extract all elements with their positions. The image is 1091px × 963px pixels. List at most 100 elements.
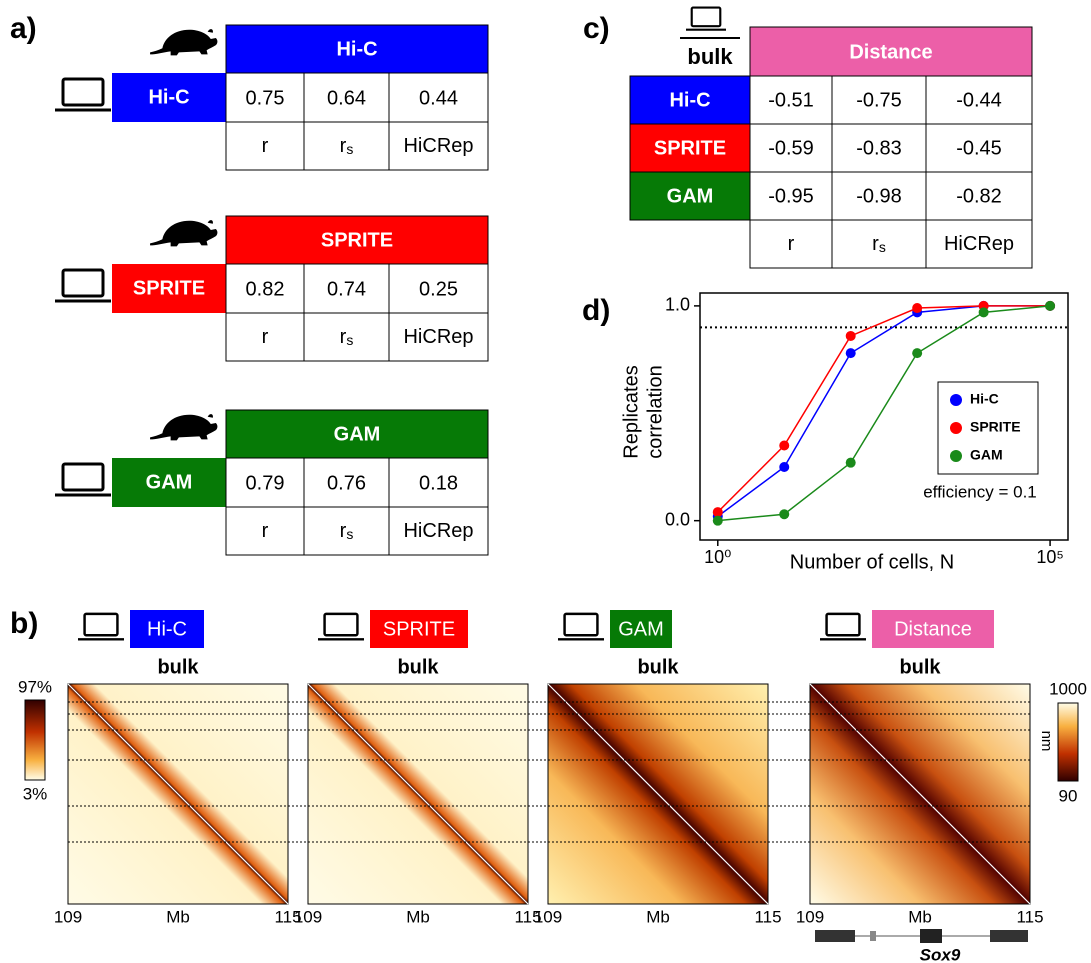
colorbar	[24, 699, 46, 781]
value: 0.76	[327, 472, 366, 494]
row-label: GAM	[667, 185, 714, 207]
metric-main: HiCRep	[944, 233, 1014, 255]
metric-main: HiCRep	[403, 520, 473, 542]
map-subtitle: bulk	[397, 656, 439, 678]
value: -0.83	[856, 137, 902, 159]
method-label: Hi-C	[147, 618, 187, 640]
metric-main: HiCRep	[403, 326, 473, 348]
annotation: efficiency = 0.1	[923, 482, 1037, 501]
value: -0.75	[856, 89, 902, 111]
axis-label: Mb	[646, 907, 670, 926]
legend-label: GAM	[970, 447, 1003, 463]
panel-label: b)	[10, 607, 38, 640]
metric-main: r	[340, 326, 347, 348]
value: -0.45	[956, 137, 1002, 159]
map-subtitle: bulk	[157, 656, 199, 678]
point	[712, 515, 723, 526]
row-label: GAM	[146, 471, 193, 493]
axis-label: 115	[274, 907, 301, 926]
metric-label: r	[262, 326, 269, 348]
metric-label: rs	[340, 135, 354, 157]
mouse-icon	[150, 29, 218, 56]
value: -0.82	[956, 185, 1002, 207]
metric-main: r	[262, 326, 269, 348]
point	[779, 440, 790, 451]
axis-label: 115	[514, 907, 541, 926]
series-line	[717, 305, 1051, 522]
metric-sub: s	[346, 526, 353, 542]
diagonal	[67, 683, 289, 905]
metric-label: HiCRep	[403, 520, 473, 542]
point	[712, 507, 723, 518]
point	[779, 461, 790, 472]
icon-label: bulk	[687, 44, 733, 69]
axis-label: 109	[54, 907, 82, 926]
plot-frame	[699, 292, 1069, 541]
metric-main: r	[262, 135, 269, 157]
point	[845, 330, 856, 341]
legend-marker	[950, 422, 962, 434]
map-subtitle: bulk	[899, 656, 941, 678]
point	[978, 307, 989, 318]
legend-marker	[950, 450, 962, 462]
colorbar-label: 97%	[18, 677, 52, 696]
axis-label: 115	[754, 907, 781, 926]
colorbar-unit: nm	[1038, 731, 1055, 752]
metric-main: HiCRep	[403, 135, 473, 157]
metric-sub: s	[879, 239, 886, 255]
row-label: Hi-C	[148, 86, 189, 108]
colorbar-label: 3%	[23, 784, 48, 803]
metric-label: r	[788, 233, 795, 255]
value: 0.25	[419, 278, 458, 300]
x-axis-title: Number of cells, N	[790, 551, 955, 573]
metric-main: r	[340, 135, 347, 157]
value: 0.75	[246, 87, 285, 109]
colorbar	[1057, 702, 1079, 782]
y-tick-label: 1.0	[665, 295, 690, 315]
axis-label: Mb	[406, 907, 430, 926]
value: -0.98	[856, 185, 902, 207]
map-subtitle: bulk	[637, 656, 679, 678]
diagonal	[307, 683, 529, 905]
legend-label: Hi-C	[970, 391, 999, 407]
mouse-icon	[150, 414, 218, 441]
point	[845, 348, 856, 359]
method-label: SPRITE	[383, 618, 455, 640]
metric-label: r	[262, 520, 269, 542]
axis-label: 109	[534, 907, 562, 926]
metric-cell	[388, 121, 489, 171]
metric-label: HiCRep	[403, 135, 473, 157]
row-label-cell	[629, 171, 751, 221]
row-label-cell	[629, 75, 751, 125]
metric-label: HiCRep	[403, 326, 473, 348]
point	[912, 348, 923, 359]
method-label-box	[370, 610, 468, 648]
value: 0.64	[327, 87, 366, 109]
metric-sub: s	[346, 332, 353, 348]
axis-label: Mb	[166, 907, 190, 926]
laptop-icon	[55, 462, 111, 497]
mouse-icon	[150, 220, 218, 247]
panel-label: c)	[583, 12, 610, 45]
y-tick-label: 0.0	[665, 509, 690, 529]
panel-label: d)	[582, 294, 610, 327]
method-label: GAM	[618, 618, 664, 640]
laptop-icon	[318, 612, 364, 641]
axis-label: 109	[796, 907, 824, 926]
value: -0.44	[956, 89, 1002, 111]
metric-sub: s	[346, 141, 353, 157]
metric-label: r	[262, 135, 269, 157]
laptop-icon	[820, 612, 866, 641]
metric-label: rs	[340, 520, 354, 542]
axis-label: 115	[1016, 907, 1043, 926]
laptop-icon	[55, 77, 111, 112]
gene-label: Sox9	[920, 945, 961, 963]
method-label-box	[130, 610, 204, 648]
row-label: Hi-C	[669, 89, 710, 111]
metric-main: r	[872, 233, 879, 255]
value: -0.51	[768, 89, 814, 111]
metric-main: r	[788, 233, 795, 255]
value: 0.44	[419, 87, 458, 109]
point	[912, 303, 923, 314]
